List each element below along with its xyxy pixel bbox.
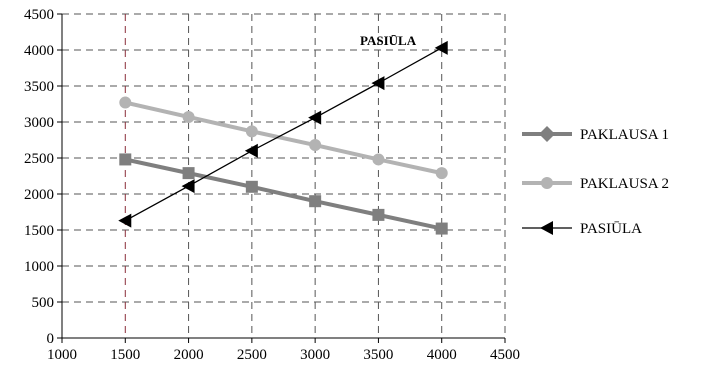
- x-tick-label: 3500: [363, 347, 393, 363]
- y-tick-label: 3000: [24, 115, 54, 131]
- data-point: [372, 153, 385, 166]
- data-point: [245, 180, 258, 193]
- y-tick-labels: 0 500 1000 1500 2000 2500 3000 3500 4000 4500: [24, 7, 54, 347]
- x-tick-label: 2000: [174, 347, 204, 363]
- data-point: [372, 208, 385, 221]
- legend-item: PAKLAUSA 1: [522, 126, 669, 143]
- y-tick-label: 500: [32, 295, 55, 311]
- legend: PAKLAUSA 1 PAKLAUSA 2 PASIŪLA: [522, 126, 669, 237]
- data-point: [182, 167, 195, 180]
- axes: [57, 13, 506, 343]
- data-point: [309, 139, 322, 152]
- x-tick-label: 1500: [110, 347, 140, 363]
- legend-item: PAKLAUSA 2: [522, 176, 669, 192]
- y-tick-label: 2500: [24, 151, 54, 167]
- x-tick-label: 2500: [237, 347, 267, 363]
- series-line: [124, 47, 443, 222]
- data-point: [244, 143, 258, 158]
- grid: [62, 13, 506, 338]
- x-tick-label: 4000: [427, 347, 457, 363]
- data-point: [434, 40, 448, 55]
- y-tick-label: 4000: [24, 43, 54, 59]
- y-tick-label: 0: [47, 331, 55, 347]
- annotation-label: PASIŪLA: [360, 33, 417, 48]
- legend-marker: [541, 177, 553, 189]
- y-tick-label: 1500: [24, 223, 54, 239]
- data-point: [245, 125, 258, 138]
- data-point: [308, 110, 322, 125]
- data-point: [119, 96, 132, 109]
- data-point: [118, 213, 132, 228]
- data-point: [182, 110, 195, 123]
- x-tick-label: 4500: [490, 347, 520, 363]
- data-point: [309, 195, 322, 208]
- series-line: [124, 100, 443, 176]
- data-point: [435, 167, 448, 180]
- y-tick-label: 1000: [24, 259, 54, 275]
- y-tick-label: 3500: [24, 79, 54, 95]
- data-point: [371, 76, 385, 91]
- series-layer: [118, 40, 448, 235]
- legend-marker: [540, 221, 553, 235]
- legend-marker: [539, 126, 555, 142]
- series-paklausa-2: [119, 96, 448, 180]
- data-point: [181, 179, 195, 194]
- x-tick-label: 1000: [47, 347, 77, 363]
- data-point: [435, 222, 448, 235]
- legend-label: PAKLAUSA 1: [580, 127, 669, 143]
- x-tick-labels: 1000 1500 2000 2500 3000 3500 4000 4500: [47, 347, 520, 363]
- y-tick-label: 4500: [24, 7, 54, 23]
- series-pasi-la: [118, 40, 448, 228]
- legend-label: PAKLAUSA 2: [580, 176, 669, 192]
- legend-label: PASIŪLA: [580, 221, 642, 237]
- legend-item: PASIŪLA: [522, 221, 642, 237]
- y-tick-label: 2000: [24, 187, 54, 203]
- x-tick-label: 3000: [300, 347, 330, 363]
- data-point: [119, 153, 132, 166]
- series-paklausa-1: [119, 153, 448, 235]
- series-line: [124, 157, 443, 231]
